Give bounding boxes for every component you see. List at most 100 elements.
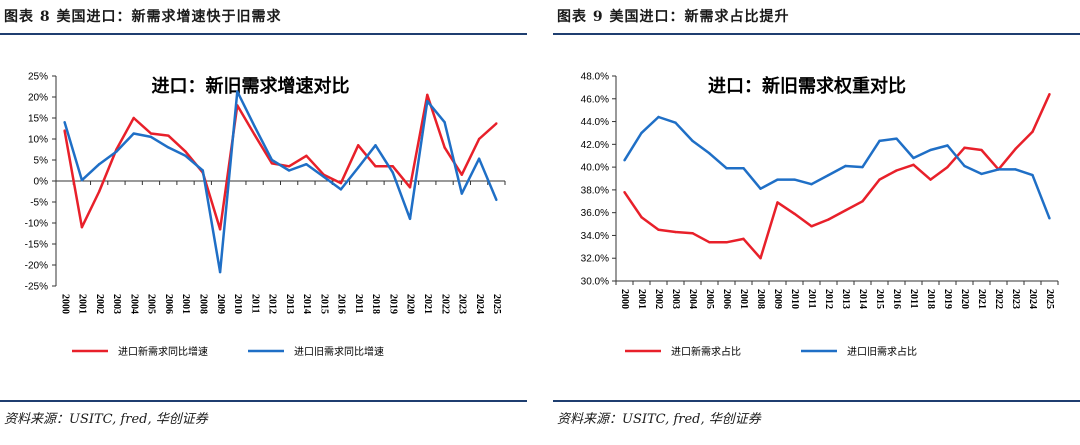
y-tick-label: 10% xyxy=(28,135,48,146)
x-tick-label: 2018 xyxy=(925,289,936,309)
data-point xyxy=(742,237,745,241)
data-point xyxy=(1031,173,1034,177)
data-point xyxy=(1031,130,1034,134)
x-tick-label: 2004 xyxy=(687,289,698,309)
x-tick-label: 2001 xyxy=(180,294,191,314)
x-tick-label: 2005 xyxy=(146,294,157,314)
y-tick-label: 15% xyxy=(28,114,48,125)
x-tick-label: 2003 xyxy=(670,289,681,309)
data-point xyxy=(218,270,222,274)
y-tick-label: 42.0% xyxy=(581,140,609,151)
data-point xyxy=(80,178,84,182)
y-tick-label: 20% xyxy=(28,93,48,104)
figure-title: 图表 9 美国进口：新需求占比提升 xyxy=(557,9,790,25)
data-point xyxy=(305,154,308,157)
data-point xyxy=(287,165,291,168)
data-point xyxy=(495,122,498,125)
chart-new-vs-old-growth: 进口：新旧需求增速对比 25% 20% 15% 10% 5% 0% -5% -10% -15% -2… xyxy=(25,72,506,358)
y-tick-label: 38.0% xyxy=(581,185,609,196)
data-point xyxy=(691,231,694,235)
y-tick-label: 0% xyxy=(34,177,49,188)
data-point xyxy=(270,162,274,165)
data-point xyxy=(1048,217,1051,220)
y-tick-label: 40.0% xyxy=(581,163,609,174)
data-point xyxy=(810,225,813,228)
x-tick-label: 2014 xyxy=(301,294,312,314)
x-tick-label: 2011 xyxy=(353,294,364,313)
figure-panel-right: 图表 9 美国进口：新需求占比提升 进口：新旧需求权重对比 48.0% 46.0% 4… xyxy=(553,0,1080,445)
data-point xyxy=(97,163,101,166)
x-tick-label: 2024 xyxy=(1027,289,1038,309)
x-tick-label: 2012 xyxy=(267,294,278,314)
y-tick-label: -5% xyxy=(30,198,48,209)
x-tick-label: 2024 xyxy=(474,294,485,314)
data-point xyxy=(149,135,153,139)
data-point xyxy=(374,165,377,168)
data-point xyxy=(929,178,932,181)
x-tick-label: 2002 xyxy=(653,289,664,309)
data-point xyxy=(623,159,626,162)
data-point xyxy=(725,167,728,170)
y-tick-label: 30.0% xyxy=(581,277,609,288)
legend-label: 进口旧需求同比增速 xyxy=(294,345,384,358)
data-point xyxy=(878,139,881,143)
y-tick-label: -10% xyxy=(25,219,48,230)
chart-title: 进口：新旧需求增速对比 xyxy=(152,75,350,97)
x-tick-label: 2015 xyxy=(318,294,329,314)
data-point xyxy=(980,148,983,152)
data-point xyxy=(357,166,360,169)
x-tick-label: 2002 xyxy=(94,294,105,314)
data-point xyxy=(827,218,830,221)
x-tick-label: 2015 xyxy=(874,289,885,309)
data-point xyxy=(253,133,256,136)
chart-new-vs-old-weight: 进口：新旧需求权重对比 48.0% 46.0% 44.0% 42.0% 40.0% 38.0… xyxy=(581,72,1059,358)
data-point xyxy=(322,175,325,178)
x-tick-label: 2001 xyxy=(738,289,749,309)
x-tick-label: 2023 xyxy=(1010,289,1021,309)
x-tick-label: 2008 xyxy=(197,294,208,314)
x-tick-label: 2025 xyxy=(491,294,502,314)
data-point xyxy=(759,187,762,190)
source-note: 资料来源：USITC, fred, 华创证券 xyxy=(557,412,761,427)
data-point xyxy=(287,169,291,172)
data-point xyxy=(184,150,187,153)
data-point xyxy=(776,178,779,181)
chart-title: 进口：新旧需求权重对比 xyxy=(708,75,906,97)
x-tick-label: 2009 xyxy=(772,289,783,309)
series-line-1 xyxy=(623,93,1051,260)
x-tick-label: 2020 xyxy=(405,294,416,314)
data-point xyxy=(708,152,711,155)
x-tick-label: 2019 xyxy=(942,289,953,309)
data-point xyxy=(132,116,135,120)
data-point xyxy=(443,146,446,149)
x-tick-label: 2005 xyxy=(704,289,715,309)
x-tick-label: 2001 xyxy=(636,289,647,309)
data-point xyxy=(776,201,779,204)
data-point xyxy=(674,121,677,124)
data-point xyxy=(63,129,66,132)
data-point xyxy=(1014,147,1017,151)
data-point xyxy=(218,228,222,231)
y-tick-label: 5% xyxy=(34,156,49,167)
data-point xyxy=(793,212,796,216)
x-tick-label: 2014 xyxy=(857,289,868,309)
data-point xyxy=(97,190,101,193)
data-point xyxy=(236,90,239,93)
x-tick-label: 2018 xyxy=(370,294,381,314)
data-point xyxy=(270,158,274,162)
data-point xyxy=(408,217,412,220)
source-note: 资料来源：USITC, fred, 华创证券 xyxy=(4,412,208,427)
data-point xyxy=(305,163,308,166)
data-point xyxy=(878,178,881,181)
data-point xyxy=(63,121,66,124)
data-point xyxy=(742,167,745,170)
data-point xyxy=(844,209,847,212)
top-rule xyxy=(553,33,1080,35)
x-tick-label: 2023 xyxy=(457,294,468,314)
x-tick-label: 2009 xyxy=(215,294,226,314)
y-tick-label: 36.0% xyxy=(581,208,609,219)
data-point xyxy=(708,241,711,244)
data-point xyxy=(132,132,135,135)
data-point xyxy=(426,100,429,103)
data-point xyxy=(997,168,1000,171)
